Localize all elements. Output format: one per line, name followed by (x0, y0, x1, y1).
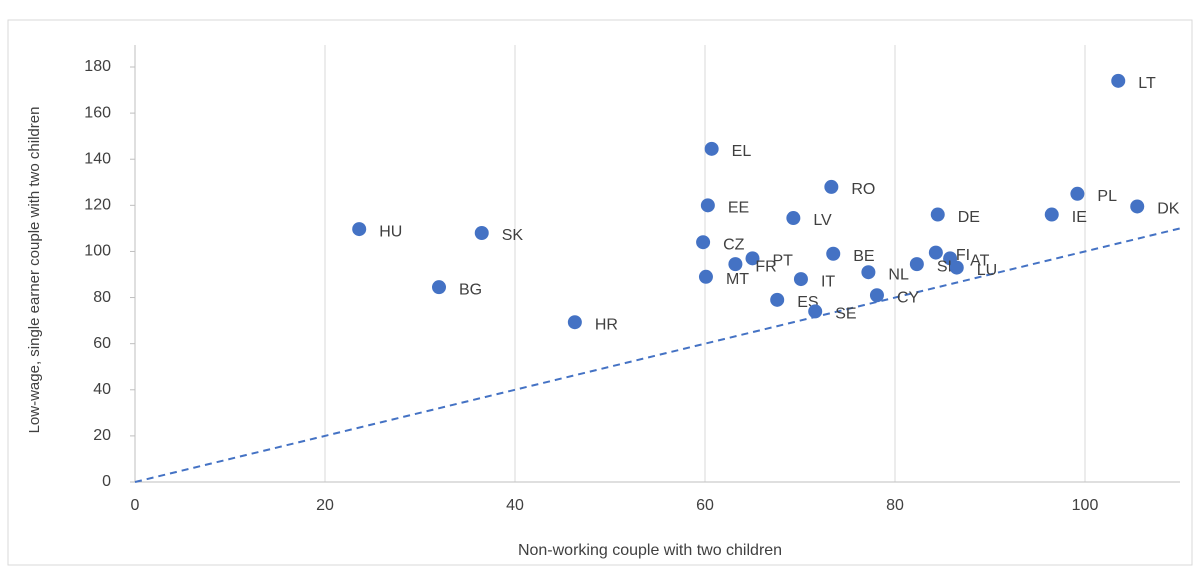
x-tick-label: 20 (316, 497, 334, 514)
x-tick-label: 100 (1072, 497, 1099, 514)
point (1111, 73, 1126, 88)
point (1044, 207, 1059, 222)
point-label: HR (595, 316, 618, 333)
point (770, 292, 785, 307)
point (698, 269, 713, 284)
y-axis-label: Low-wage, single earner couple with two … (26, 107, 43, 434)
point-label: SI (937, 258, 952, 275)
point-label: FR (755, 258, 776, 275)
point (745, 251, 760, 266)
point (696, 235, 711, 250)
point-label: SE (835, 306, 856, 323)
y-tick-label: 140 (84, 150, 111, 167)
y-tick-label: 40 (93, 381, 111, 398)
point (793, 272, 808, 287)
point-label: HU (379, 223, 402, 240)
chart-frame (7, 19, 1193, 566)
point (786, 211, 801, 226)
point (1130, 199, 1145, 214)
y-tick-label: 160 (84, 104, 111, 121)
point-label: LT (1138, 75, 1156, 92)
point-label: CY (897, 289, 920, 306)
point (928, 245, 943, 260)
point-label: FI (956, 247, 970, 264)
point (909, 257, 924, 272)
x-tick-label: 40 (506, 497, 524, 514)
point-label: LV (813, 212, 832, 229)
point (808, 304, 823, 319)
x-tick-label: 60 (696, 497, 714, 514)
point (704, 141, 719, 156)
point-label: LU (977, 262, 997, 279)
point-label: EL (732, 143, 752, 160)
y-tick-label: 180 (84, 58, 111, 75)
point-label: DK (1157, 201, 1180, 218)
y-tick-label: 20 (93, 427, 111, 444)
y-tick-label: 120 (84, 197, 111, 214)
x-tick-label: 0 (131, 497, 140, 514)
point-label: BG (459, 281, 482, 298)
x-axis-label: Non-working couple with two children (518, 542, 782, 559)
point (567, 315, 582, 330)
point (824, 179, 839, 194)
point-label: RO (851, 181, 875, 198)
point-label: MT (726, 271, 749, 288)
point (930, 207, 945, 222)
point-label: AT (970, 253, 989, 270)
point (1070, 186, 1085, 201)
x-tick-label: 80 (886, 497, 904, 514)
point-label: BE (853, 248, 874, 265)
point (432, 280, 446, 295)
point (700, 198, 715, 213)
point (728, 257, 743, 272)
y-tick-label: 80 (93, 289, 111, 306)
point (869, 288, 884, 303)
point-label: IE (1072, 209, 1087, 226)
point-label: EE (728, 200, 749, 217)
y-tick-label: 0 (102, 473, 111, 490)
point-label: SK (502, 227, 524, 244)
point (474, 226, 489, 240)
point-label: PL (1097, 188, 1117, 205)
point-label: NL (888, 266, 909, 283)
point (352, 222, 367, 237)
point (826, 246, 841, 261)
point-label: IT (821, 273, 835, 290)
point-label: PT (773, 253, 794, 270)
point-label: CZ (723, 236, 745, 253)
point (861, 265, 876, 280)
y-tick-label: 100 (84, 243, 111, 260)
point (949, 260, 964, 275)
point-label: DE (958, 209, 980, 226)
y-tick-label: 60 (93, 335, 111, 352)
